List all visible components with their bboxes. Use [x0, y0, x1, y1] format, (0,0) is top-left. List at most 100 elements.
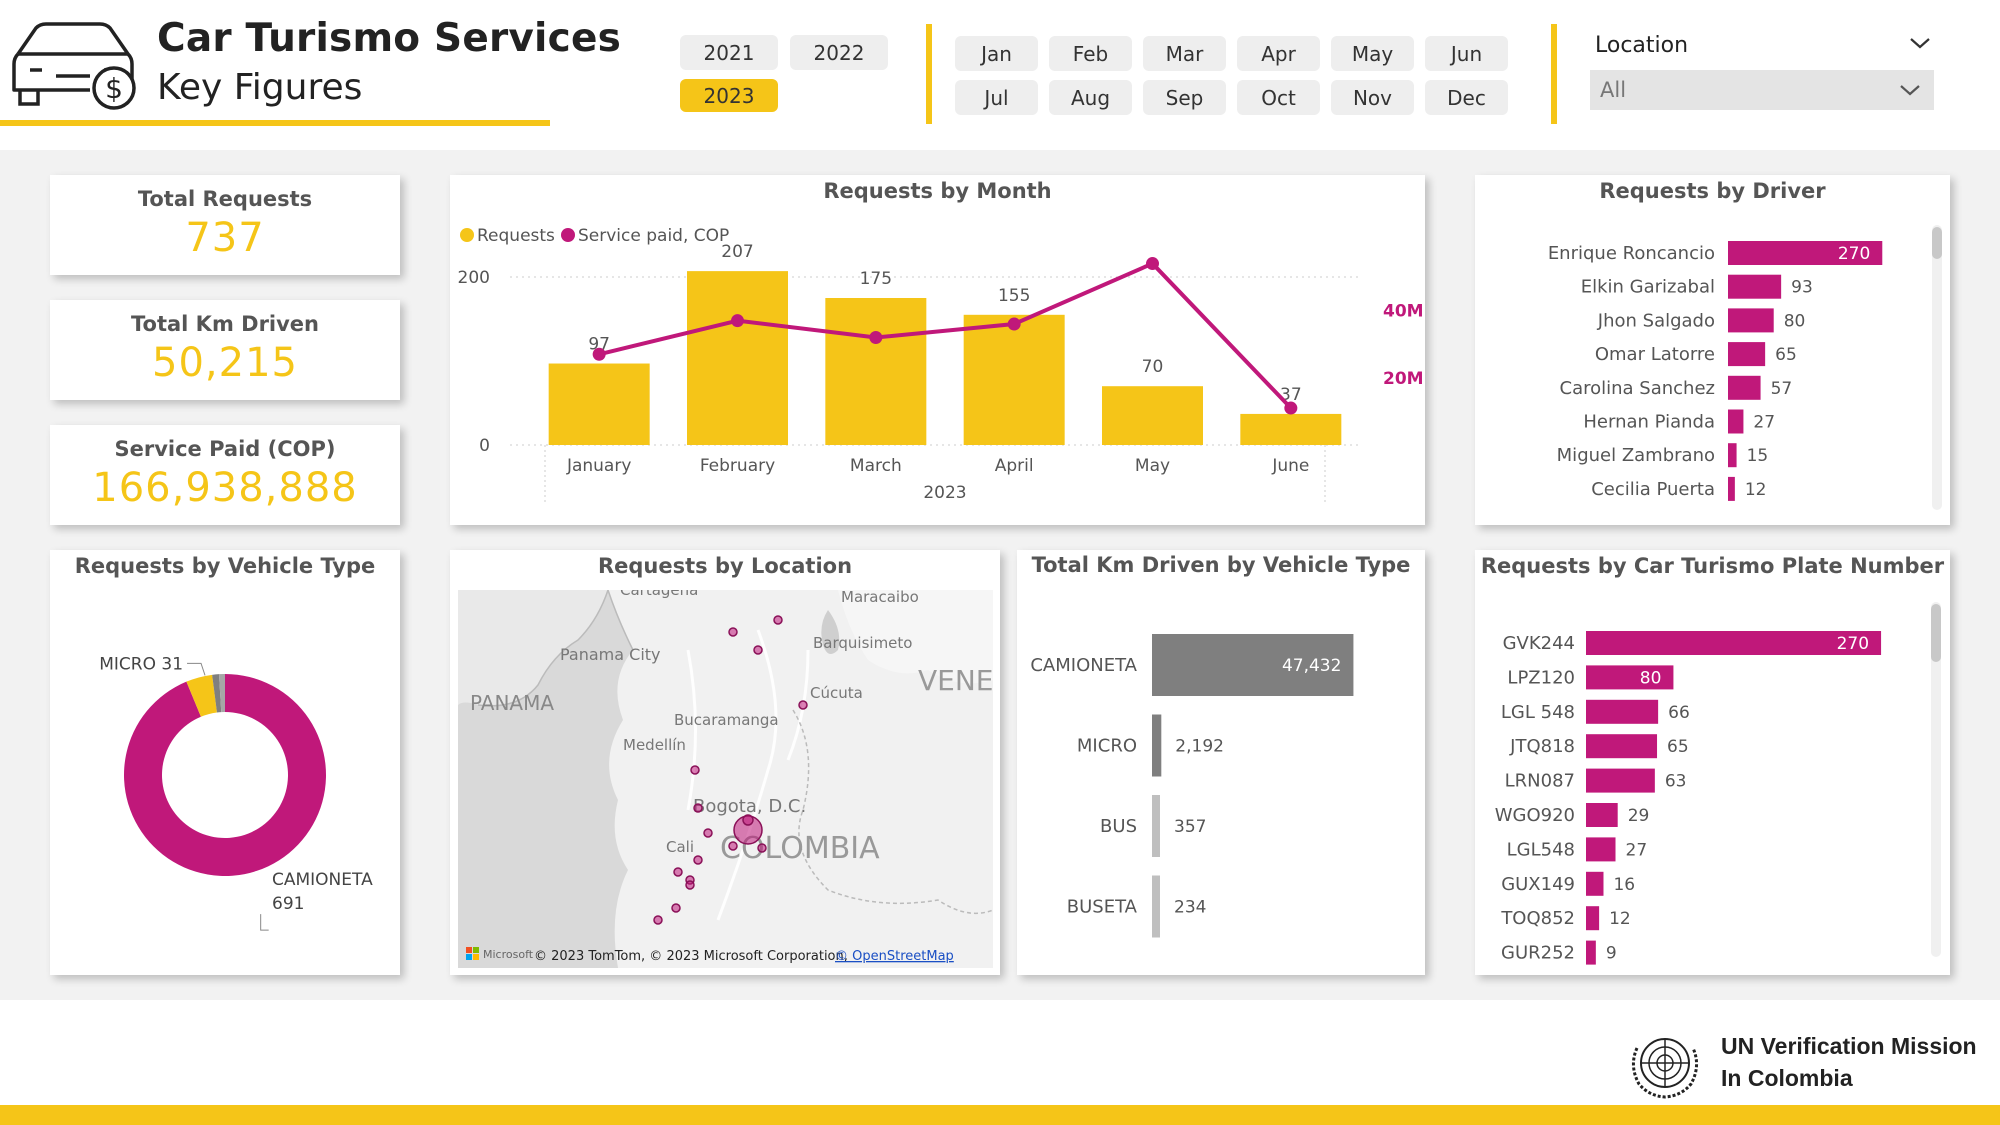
bar[interactable] — [1152, 714, 1162, 777]
legend-service-paid[interactable]: Service paid, COP — [578, 226, 729, 246]
month-dec-button[interactable]: Dec — [1425, 80, 1508, 115]
month-mar-button[interactable]: Mar — [1143, 36, 1226, 71]
kpi-value: 50,215 — [152, 340, 298, 386]
bar[interactable] — [1586, 734, 1658, 759]
bar[interactable] — [1586, 631, 1882, 655]
bar[interactable] — [1586, 665, 1674, 690]
year-2022-button[interactable]: 2022 — [790, 35, 888, 70]
bar[interactable] — [1586, 940, 1596, 965]
bar-requests[interactable] — [1240, 413, 1342, 445]
year-2023-button[interactable]: 2023 — [680, 79, 778, 112]
scrollbar[interactable] — [1931, 602, 1941, 957]
bar[interactable] — [1728, 409, 1744, 434]
bar[interactable] — [1728, 241, 1883, 265]
point-service-paid[interactable] — [1146, 257, 1159, 271]
map-point[interactable] — [728, 627, 738, 637]
category-label: BUS — [1100, 816, 1137, 837]
scrollbar[interactable] — [1932, 225, 1942, 510]
legend-requests[interactable]: Requests — [477, 226, 555, 246]
scrollbar-thumb[interactable] — [1931, 604, 1941, 662]
bar-requests[interactable] — [825, 298, 927, 445]
location-dropdown[interactable]: All — [1590, 70, 1934, 110]
donut-slice[interactable] — [212, 674, 222, 713]
month-sep-button[interactable]: Sep — [1143, 80, 1226, 115]
bar[interactable] — [1728, 274, 1782, 299]
openstreetmap-link[interactable]: © OpenStreetMap — [835, 949, 954, 964]
map-point[interactable] — [742, 814, 754, 826]
km-by-vehicle-type-card[interactable]: Total Km Driven by Vehicle Type CAMIONET… — [1017, 550, 1425, 975]
bar[interactable] — [1586, 699, 1659, 724]
y2-tick-label: 40M — [1383, 302, 1424, 322]
requests-by-location-card[interactable]: Requests by Location Cartagena Maracaibo… — [450, 550, 1000, 975]
month-jun-button[interactable]: Jun — [1425, 36, 1508, 71]
point-service-paid[interactable] — [869, 330, 883, 344]
bar[interactable] — [1728, 476, 1735, 501]
month-oct-button[interactable]: Oct — [1237, 80, 1320, 115]
line-service-paid[interactable] — [598, 261, 1293, 410]
requests-by-driver-card[interactable]: Requests by Driver Enrique Roncancio 270 E… — [1475, 175, 1950, 525]
bar[interactable] — [1152, 634, 1354, 696]
bar-requests[interactable] — [963, 314, 1065, 445]
year-2021-button[interactable]: 2021 — [680, 35, 778, 70]
scrollbar-thumb[interactable] — [1932, 227, 1942, 259]
kpi-service-paid[interactable]: Service Paid (COP) 166,938,888 — [50, 425, 400, 525]
map-point[interactable] — [728, 841, 738, 851]
bar-requests[interactable] — [1102, 386, 1203, 445]
month-feb-button[interactable]: Feb — [1049, 36, 1132, 71]
map-point[interactable] — [685, 880, 695, 890]
bar[interactable] — [1586, 837, 1616, 862]
y-tick-label: 0 — [479, 436, 490, 456]
month-aug-button[interactable]: Aug — [1049, 80, 1132, 115]
x-tick-label: April — [995, 456, 1034, 476]
month-jul-button[interactable]: Jul — [955, 80, 1038, 115]
month-apr-button[interactable]: Apr — [1237, 36, 1320, 71]
map-point[interactable] — [798, 700, 808, 710]
category-label: MICRO — [1077, 736, 1137, 757]
chevron-down-icon[interactable] — [1908, 34, 1932, 52]
bar[interactable] — [1586, 871, 1604, 896]
donut-slice[interactable] — [186, 674, 217, 717]
bar[interactable] — [1152, 875, 1160, 938]
month-jan-button[interactable]: Jan — [955, 36, 1038, 71]
location-map[interactable]: Cartagena Maracaibo Panama City Barquisi… — [458, 590, 993, 968]
bar-requests[interactable] — [687, 271, 788, 445]
bar[interactable] — [1586, 906, 1600, 931]
donut-slice[interactable] — [218, 674, 225, 713]
requests-by-plate-card[interactable]: Requests by Car Turismo Plate Number GVK… — [1475, 550, 1950, 975]
map-point[interactable] — [653, 915, 663, 925]
bar[interactable] — [1586, 803, 1618, 827]
bar[interactable] — [1586, 768, 1655, 793]
bar-requests[interactable] — [548, 363, 650, 445]
map-point[interactable] — [753, 645, 763, 655]
kpi-total-km[interactable]: Total Km Driven 50,215 — [50, 300, 400, 400]
requests-by-vehicle-type-card[interactable]: Requests by Vehicle Type MICRO 31 CAMIONE… — [50, 550, 400, 975]
map-point[interactable] — [690, 765, 700, 775]
data-label: 175 — [860, 269, 892, 289]
map-point[interactable] — [757, 843, 767, 853]
point-service-paid[interactable] — [731, 314, 744, 328]
bar[interactable] — [1152, 795, 1160, 857]
donut-slice[interactable] — [123, 674, 326, 876]
map-point[interactable] — [673, 867, 683, 877]
bar[interactable] — [1728, 308, 1774, 333]
map-point[interactable] — [693, 855, 703, 865]
map-label-cali: Cali — [666, 838, 694, 856]
bar[interactable] — [1728, 375, 1761, 400]
map-point[interactable] — [671, 903, 681, 913]
map-point[interactable] — [773, 615, 783, 625]
point-service-paid[interactable] — [592, 347, 606, 361]
bar[interactable] — [1728, 443, 1737, 468]
month-may-button[interactable]: May — [1331, 36, 1414, 71]
point-service-paid[interactable] — [1007, 317, 1021, 331]
point-service-paid[interactable] — [1284, 401, 1298, 415]
bar[interactable] — [1728, 342, 1766, 367]
map-point[interactable] — [703, 828, 713, 838]
requests-by-month-card[interactable]: Requests by Month Requests Service paid, … — [450, 175, 1425, 525]
donut-label-micro: MICRO 31 — [99, 654, 183, 674]
data-label: 97 — [588, 335, 610, 355]
legend-swatch-requests[interactable] — [460, 228, 474, 242]
legend-swatch-service-paid[interactable] — [561, 228, 575, 242]
month-nov-button[interactable]: Nov — [1331, 80, 1414, 115]
kpi-total-requests[interactable]: Total Requests 737 — [50, 175, 400, 275]
map-point[interactable] — [693, 803, 703, 813]
